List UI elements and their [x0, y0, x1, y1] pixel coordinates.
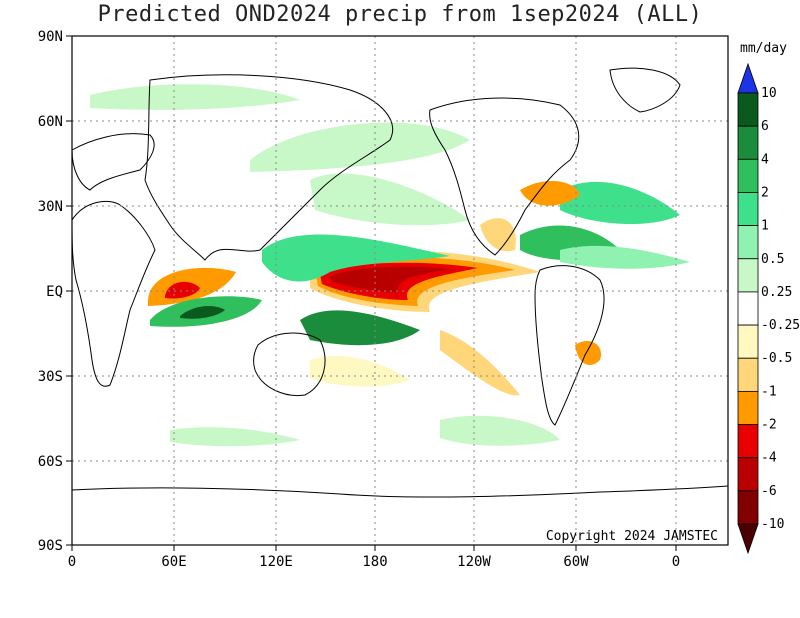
antarctica-outline [71, 485, 729, 498]
arctic-pale [90, 84, 300, 110]
colorbar-box-9 [737, 390, 759, 425]
colorbar-label-2: 4 [761, 152, 769, 167]
longitude-labels: 0 60E 120E 180 120W 60W 0 [68, 554, 680, 570]
colorbar-box-12 [737, 490, 759, 525]
lon-label-120e: 120E [259, 554, 293, 570]
southern-wet [440, 415, 560, 446]
europe-outline [71, 133, 155, 191]
colorbar-label-6: 0.25 [761, 285, 792, 300]
colorbar-label-1: 6 [761, 119, 769, 134]
anomaly-fields [90, 84, 690, 447]
colorbar-min-arrow [737, 523, 759, 555]
colorbar-box-0 [737, 92, 759, 127]
coastlines [71, 67, 729, 498]
colorbar-box-6 [737, 291, 759, 326]
copyright-text: Copyright 2024 JAMSTEC [546, 529, 718, 544]
colorbar-label-8: -0.5 [761, 351, 792, 366]
southern-wet-2 [170, 427, 300, 447]
spcz-dry [440, 330, 520, 396]
lat-label-eq: EQ [46, 284, 63, 300]
colorbar-label-5: 0.5 [761, 252, 784, 267]
lon-label-0-east: 0 [672, 554, 680, 570]
colorbar-box-5 [737, 258, 759, 293]
lon-label-60e: 60E [161, 554, 186, 570]
colorbar-max-arrow [737, 62, 759, 94]
s-america-dry [575, 340, 601, 365]
colorbar-box-2 [737, 158, 759, 193]
lon-label-60w: 60W [563, 554, 589, 570]
south-pacific-wet [300, 310, 420, 346]
grid [72, 36, 728, 545]
map-title: Predicted OND2024 precip from 1sep2024 (… [97, 2, 703, 27]
lon-label-0-west: 0 [68, 554, 76, 570]
lon-label-180: 180 [362, 554, 387, 570]
atlantic-dry [520, 180, 580, 206]
lat-label-60n: 60N [38, 114, 63, 130]
colorbar-label-9: -1 [761, 384, 777, 399]
lat-label-90n: 90N [38, 29, 63, 45]
tick-marks [66, 35, 677, 551]
colorbar-label-3: 2 [761, 185, 769, 200]
colorbar-box-1 [737, 125, 759, 160]
latitude-labels: 90N 60N 30N EQ 30S 60S 90S [38, 29, 63, 554]
colorbar-box-8 [737, 357, 759, 392]
colorbar-box-10 [737, 424, 759, 459]
australia-outline [253, 332, 326, 397]
mexico-dry [480, 218, 516, 252]
africa-outline [71, 200, 156, 387]
north-america-outline [429, 97, 580, 256]
colorbar-box-3 [737, 192, 759, 227]
colorbar-box-7 [737, 324, 759, 359]
north-pacific-wet [310, 173, 470, 226]
lon-label-120w: 120W [457, 554, 491, 570]
colorbar-box-11 [737, 457, 759, 492]
asia-outline [144, 74, 394, 261]
dry-tongue-core [330, 266, 450, 292]
lat-label-30s: 30S [38, 369, 63, 385]
indian-wet-core [180, 306, 225, 319]
colorbar-unit: mm/day [740, 41, 787, 56]
colorbar: mm/day 10 6 4 2 1 0.5 0.25 -0.25 -0.5 -1 -2 -4 -6 -10 [737, 41, 800, 555]
west-pacific-wet [262, 234, 450, 282]
south-america-outline [534, 265, 605, 426]
colorbar-box-4 [737, 225, 759, 260]
scattered-wet-north [250, 122, 470, 172]
atlantic-wet [560, 181, 680, 225]
colorbar-label-13: -10 [761, 517, 784, 532]
colorbar-label-7: -0.25 [761, 318, 800, 333]
colorbar-label-12: -6 [761, 484, 777, 499]
colorbar-label-10: -2 [761, 418, 777, 433]
lat-label-60s: 60S [38, 454, 63, 470]
greenland-outline [609, 67, 681, 113]
colorbar-label-4: 1 [761, 219, 769, 234]
lat-label-30n: 30N [38, 199, 63, 215]
atlantic-pale [560, 245, 690, 269]
colorbar-label-0: 10 [761, 86, 777, 101]
lat-label-90s: 90S [38, 538, 63, 554]
central-pacific-pale [310, 356, 410, 387]
colorbar-label-11: -4 [761, 451, 777, 466]
